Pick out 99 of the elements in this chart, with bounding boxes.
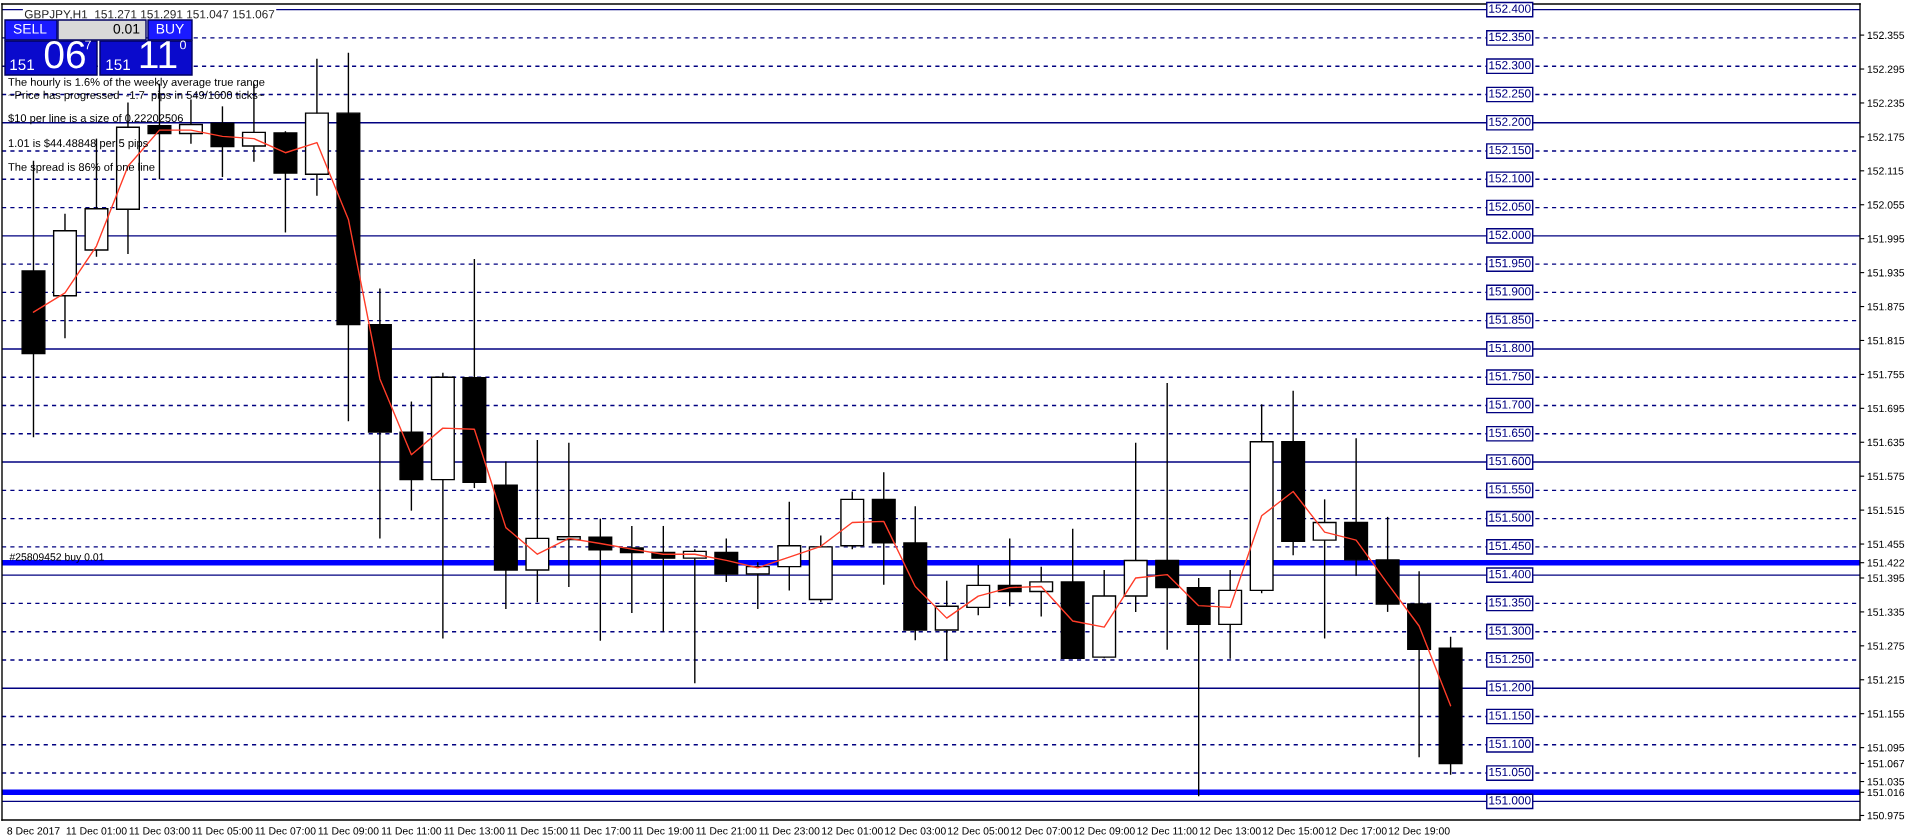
y-tick-label: 151.575 <box>1867 472 1905 481</box>
x-tick-label: 11 Dec 21:00 <box>696 827 757 835</box>
ref-line-label: 151.300 <box>1489 626 1531 635</box>
ref-line-label: 151.850 <box>1489 315 1531 324</box>
x-tick-label: 11 Dec 05:00 <box>192 827 253 835</box>
ref-line-label: 151.250 <box>1489 654 1531 664</box>
ref-line-label: 151.700 <box>1489 400 1531 409</box>
annotation: BUY <box>156 24 184 34</box>
x-tick-label: 12 Dec 13:00 <box>1199 827 1261 835</box>
x-tick-label: 11 Dec 19:00 <box>633 827 694 835</box>
y-tick-label: 151.455 <box>1867 540 1905 548</box>
x-tick-label: 11 Dec 07:00 <box>255 827 316 835</box>
ref-line-label: 151.900 <box>1489 287 1531 296</box>
y-tick-label: 151.035 <box>1867 778 1905 786</box>
ref-line-label: 151.150 <box>1489 711 1531 720</box>
ref-line-label: 151.050 <box>1489 767 1531 777</box>
ref-line-label: 151.100 <box>1489 739 1531 748</box>
annotation: 0 <box>180 40 186 50</box>
x-tick-label: 11 Dec 17:00 <box>570 827 631 835</box>
y-tick-label: 151.695 <box>1867 404 1905 413</box>
ref-line-label: 152.150 <box>1489 145 1531 155</box>
y-tick-label: 151.515 <box>1867 506 1905 514</box>
y-tick-label: 151.395 <box>1867 574 1905 582</box>
candlestick <box>210 105 235 178</box>
y-tick-label: 152.115 <box>1867 167 1904 175</box>
candlestick <box>1312 498 1337 640</box>
ref-line-label: 151.350 <box>1489 598 1531 607</box>
ref-line-label: 152.100 <box>1489 174 1531 183</box>
y-tick-label: 152.355 <box>1867 31 1905 39</box>
y-tick-label: 151.422 <box>1867 559 1905 567</box>
y-tick-label: 151.016 <box>1867 788 1905 797</box>
y-tick-label: 152.295 <box>1867 65 1905 73</box>
y-tick-label: 151.335 <box>1867 608 1905 616</box>
annotation: 151 <box>106 59 130 71</box>
annotation: 7 <box>85 40 91 50</box>
ref-line-label: 152.000 <box>1489 230 1531 240</box>
ref-line-label: 151.600 <box>1489 456 1531 466</box>
ref-line-label: 151.650 <box>1489 428 1531 437</box>
annotation: SELL <box>13 23 47 34</box>
ref-line-label: 151.200 <box>1489 683 1531 692</box>
x-tick-label: 11 Dec 03:00 <box>129 827 190 835</box>
y-tick-label: 151.935 <box>1867 269 1905 277</box>
y-tick-label: 151.155 <box>1867 710 1905 718</box>
y-tick-label: 151.275 <box>1867 642 1905 650</box>
y-tick-label: 152.055 <box>1867 201 1905 209</box>
y-tick-label: 151.067 <box>1867 759 1905 768</box>
ref-line-label: 152.250 <box>1489 89 1531 98</box>
ref-line-label: 151.950 <box>1489 258 1531 268</box>
x-tick-label: 12 Dec 17:00 <box>1325 827 1387 835</box>
candlestick <box>745 561 770 610</box>
annotation: 151 <box>10 59 34 71</box>
x-tick-label: 11 Dec 11:00 <box>381 827 442 835</box>
chart-title: GBPJPY,H1 151.271 151.291 151.047 151.067 <box>24 10 275 20</box>
x-tick-label: 12 Dec 03:00 <box>885 827 946 835</box>
x-tick-label: 12 Dec 19:00 <box>1388 827 1450 835</box>
ref-line-label: 152.200 <box>1489 117 1531 126</box>
x-tick-label: 12 Dec 01:00 <box>822 827 883 835</box>
y-tick-label: 150.975 <box>1867 811 1905 820</box>
candlestick <box>1155 382 1180 651</box>
x-tick-label: 11 Dec 13:00 <box>444 827 505 835</box>
candlestick <box>714 537 739 583</box>
y-tick-label: 151.995 <box>1867 235 1905 243</box>
ref-line-label: 152.350 <box>1489 32 1531 42</box>
y-tick-label: 151.095 <box>1867 744 1905 752</box>
ref-line-label: 151.550 <box>1489 485 1531 494</box>
x-tick-label: 8 Dec 2017 <box>7 827 60 835</box>
ref-line-label: 151.750 <box>1489 372 1531 381</box>
ref-line-label: 152.400 <box>1489 4 1531 13</box>
x-tick-label: 11 Dec 01:00 <box>66 827 127 835</box>
x-tick-label: 11 Dec 09:00 <box>318 827 379 835</box>
annotation: 06 <box>44 40 85 69</box>
y-tick-label: 151.815 <box>1867 336 1905 345</box>
annotation: The hourly is 1.6% of the weekly average true range <box>8 77 265 89</box>
candlestick <box>777 500 802 592</box>
y-tick-label: 151.215 <box>1867 676 1905 684</box>
x-tick-label: 12 Dec 09:00 <box>1074 827 1135 835</box>
annotation: 11 <box>140 41 177 69</box>
candlestick <box>966 564 991 616</box>
ref-line-label: 152.050 <box>1489 202 1531 211</box>
ref-line-label: 151.800 <box>1489 343 1531 353</box>
ref-line-label: 151.500 <box>1489 513 1531 522</box>
x-tick-label: 12 Dec 05:00 <box>948 827 1009 835</box>
y-tick-label: 151.875 <box>1867 303 1905 311</box>
ref-line-label: 152.300 <box>1489 61 1531 70</box>
candlestick <box>1029 565 1054 618</box>
x-tick-label: 12 Dec 07:00 <box>1011 827 1072 835</box>
x-tick-label: 12 Dec 11:00 <box>1137 827 1198 835</box>
y-tick-label: 152.235 <box>1867 99 1905 107</box>
x-tick-label: 11 Dec 15:00 <box>507 827 568 835</box>
y-tick-label: 151.635 <box>1867 438 1905 447</box>
candlestick <box>934 580 959 662</box>
x-tick-label: 12 Dec 15:00 <box>1262 827 1324 835</box>
annotation: 0.01 <box>113 23 140 34</box>
ref-line-label: 151.400 <box>1489 569 1531 579</box>
y-tick-label: 151.755 <box>1867 371 1905 379</box>
x-tick-label: 11 Dec 23:00 <box>759 827 820 835</box>
y-tick-label: 152.175 <box>1867 133 1905 141</box>
ref-line-label: 151.450 <box>1489 541 1531 551</box>
ref-line-label: 151.000 <box>1489 796 1531 805</box>
